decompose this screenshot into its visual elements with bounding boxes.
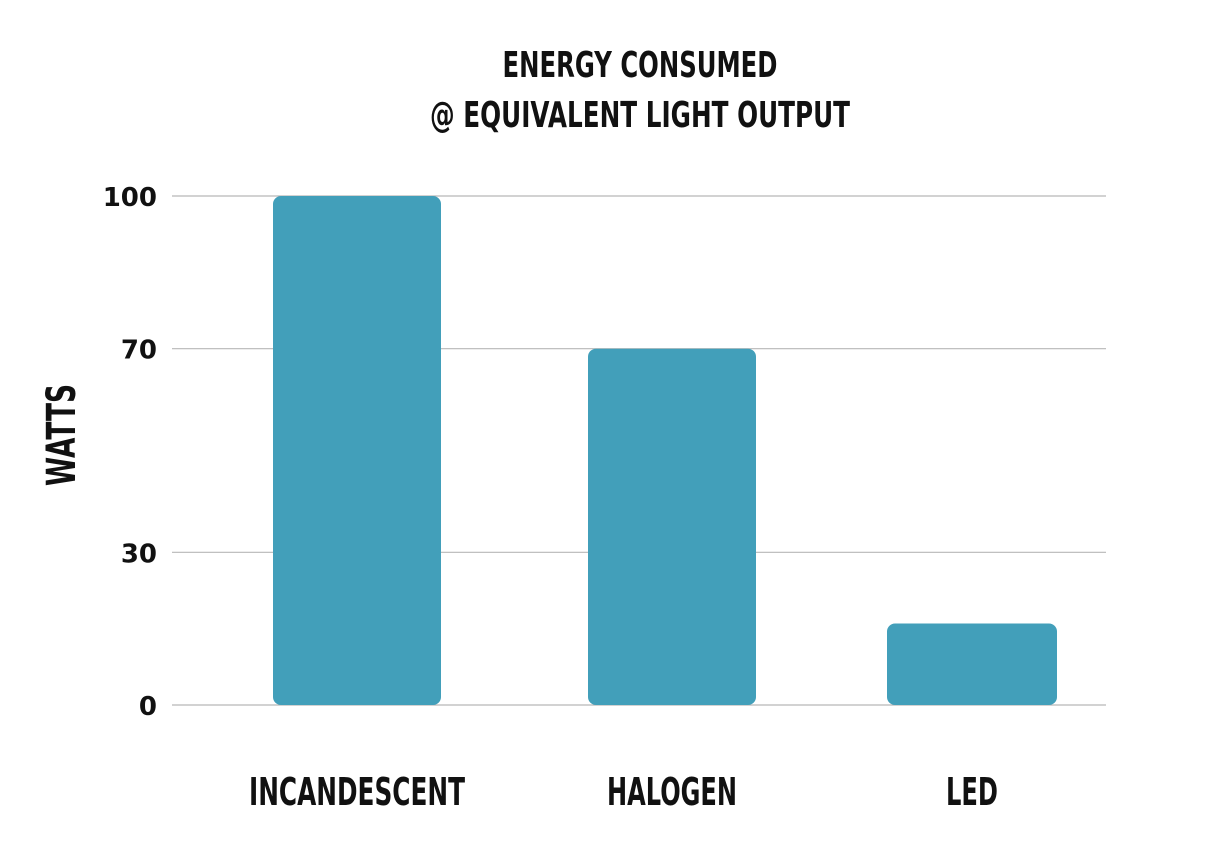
y-axis-ticks: 0 30 70 100 — [103, 183, 157, 722]
chart-title: ENERGY CONSUMED @ EQUIVALENT LIGHT OUTPU… — [430, 45, 850, 136]
bar-halogen — [588, 348, 756, 705]
y-axis-title: WATTS — [39, 384, 85, 486]
y-tick-label: 30 — [121, 539, 157, 569]
x-axis-labels: INCANDESCENT HALOGEN LED — [249, 770, 998, 814]
y-tick-label: 70 — [121, 336, 157, 366]
bar-incandescent — [273, 196, 441, 705]
bar-led — [887, 623, 1057, 705]
x-tick-label: LED — [946, 770, 998, 814]
chart-title-line-2: @ EQUIVALENT LIGHT OUTPUT — [430, 95, 850, 136]
bars — [273, 196, 1057, 705]
x-tick-label: INCANDESCENT — [249, 770, 465, 814]
x-tick-label: HALOGEN — [607, 770, 737, 814]
chart-title-line-1: ENERGY CONSUMED — [503, 45, 778, 86]
y-tick-label: 0 — [139, 692, 157, 722]
y-tick-label: 100 — [103, 183, 157, 213]
